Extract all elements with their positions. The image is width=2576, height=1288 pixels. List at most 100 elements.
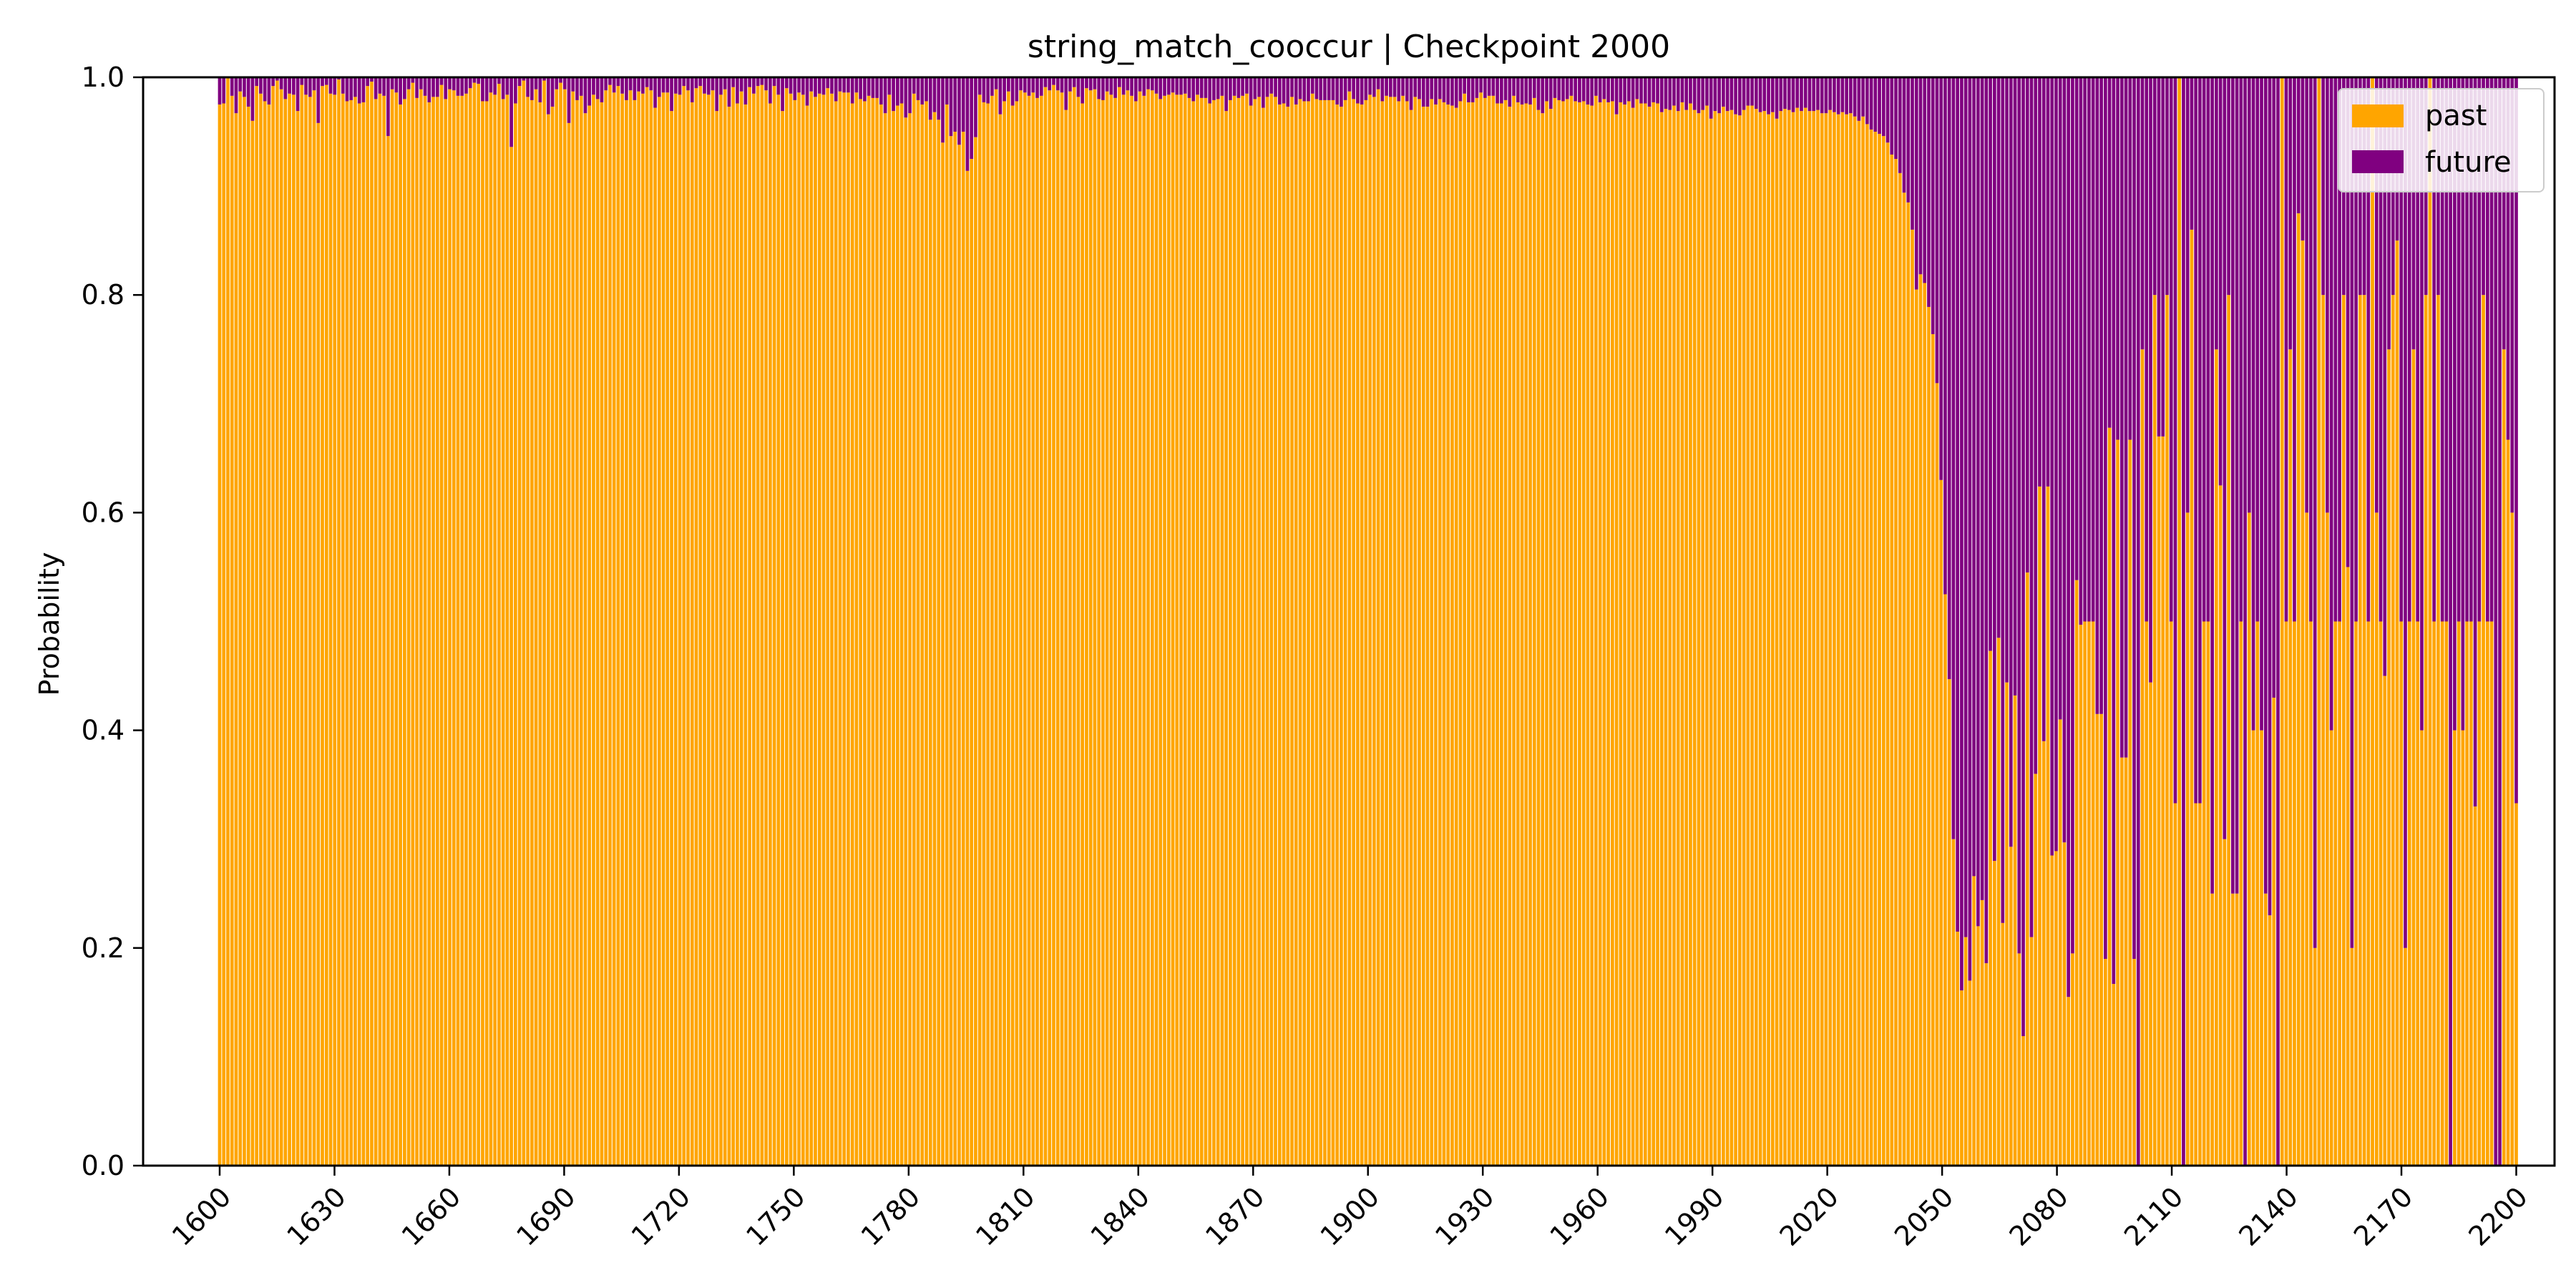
bar-future — [2038, 77, 2041, 487]
bar-future — [772, 77, 776, 87]
bar-future — [2235, 77, 2239, 894]
bar-past — [875, 97, 879, 1166]
bar-past — [1314, 99, 1319, 1166]
bar-past — [1470, 102, 1475, 1166]
bar-future — [460, 77, 464, 96]
bar-future — [427, 77, 431, 102]
bar-future — [353, 77, 357, 97]
bar-future — [2227, 77, 2230, 296]
bar-future — [789, 77, 793, 94]
bar-future — [267, 77, 271, 105]
bar-past — [1183, 93, 1187, 1166]
bar-past — [2404, 947, 2407, 1166]
bar-past — [1722, 107, 1725, 1166]
bar-future — [415, 77, 419, 98]
bar-past — [2116, 439, 2119, 1166]
bar-past — [222, 103, 226, 1166]
bar-past — [2391, 295, 2395, 1166]
bar-past — [2366, 621, 2371, 1166]
bar-future — [542, 77, 546, 81]
bar-future — [1491, 77, 1496, 96]
bar-past — [1060, 92, 1064, 1166]
bar-future — [1656, 77, 1659, 104]
bar-past — [1175, 94, 1179, 1166]
bar-past — [2247, 512, 2251, 1166]
bar-past — [990, 95, 994, 1166]
bar-future — [1245, 77, 1249, 94]
bar-past — [2288, 349, 2293, 1166]
bar-past — [2362, 295, 2366, 1166]
bar-future — [2309, 77, 2313, 622]
bar-past — [769, 103, 772, 1166]
bar-future — [1643, 77, 1647, 104]
bar-past — [1767, 114, 1770, 1166]
bar-past — [415, 97, 419, 1166]
bar-future — [1010, 77, 1015, 106]
bar-past — [1586, 104, 1590, 1166]
bar-future — [847, 77, 850, 93]
bar-past — [1647, 107, 1652, 1166]
bar-future — [534, 77, 538, 89]
bar-future — [2346, 77, 2350, 567]
bar-future — [2420, 77, 2424, 731]
bar-past — [349, 99, 353, 1166]
bar-future — [1767, 77, 1770, 114]
bar-future — [2383, 77, 2387, 676]
bar-past — [1105, 91, 1109, 1166]
bar-past — [1002, 101, 1006, 1166]
bar-past — [817, 93, 821, 1166]
bar-future — [1742, 77, 1746, 110]
bar-past — [1199, 97, 1204, 1166]
bar-future — [830, 77, 834, 94]
bar-past — [1984, 963, 1989, 1166]
bar-past — [1257, 97, 1261, 1166]
bar-past — [2157, 436, 2161, 1166]
bar-future — [1101, 77, 1105, 100]
bar-future — [670, 77, 673, 112]
bar-future — [250, 77, 255, 121]
bar-past — [2128, 439, 2132, 1166]
bar-past — [1779, 111, 1783, 1166]
bar-future — [2087, 77, 2091, 622]
x-tick-label: 1600 — [166, 1181, 238, 1252]
bar-past — [1372, 97, 1376, 1166]
bar-future — [1286, 77, 1290, 107]
bar-future — [1467, 77, 1470, 102]
bar-past — [616, 86, 620, 1166]
bar-past — [932, 112, 937, 1166]
bar-future — [2046, 77, 2050, 487]
bar-future — [435, 77, 439, 97]
bar-past — [2152, 295, 2157, 1166]
bar-future — [908, 77, 912, 114]
bar-past — [1158, 99, 1163, 1166]
bar-future — [1269, 77, 1274, 94]
bar-past — [2050, 855, 2054, 1166]
bar-past — [1249, 105, 1253, 1166]
bar-future — [1413, 77, 1418, 97]
bar-future — [920, 77, 924, 105]
bar-future — [2107, 77, 2112, 428]
bar-future — [263, 77, 267, 102]
bar-future — [1659, 77, 1664, 112]
bar-future — [1031, 77, 1035, 93]
bar-past — [661, 92, 665, 1166]
bar-future — [1454, 77, 1458, 108]
bar-past — [673, 93, 678, 1166]
bar-past — [2223, 839, 2227, 1166]
bar-past — [538, 102, 542, 1166]
bar-future — [2149, 77, 2152, 683]
bar-future — [1581, 77, 1586, 102]
bar-future — [1976, 77, 1980, 927]
bar-future — [1158, 77, 1163, 99]
bar-future — [1496, 77, 1499, 104]
bar-past — [1360, 104, 1364, 1166]
bar-past — [1138, 91, 1142, 1166]
bar-past — [2215, 349, 2218, 1166]
bar-future — [382, 77, 386, 96]
bar-future — [1229, 77, 1232, 100]
bar-past — [1380, 101, 1385, 1166]
bar-future — [1138, 77, 1142, 92]
bar-past — [2482, 295, 2485, 1166]
bar-future — [892, 77, 895, 112]
bar-future — [2296, 77, 2301, 214]
